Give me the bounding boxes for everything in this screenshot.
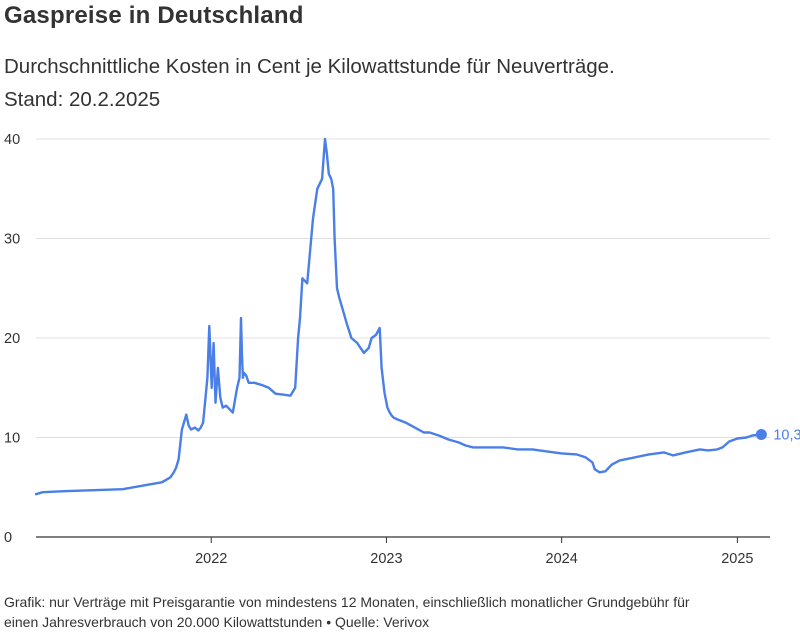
chart-subtitle: Durchschnittliche Kosten in Cent je Kilo…: [4, 50, 794, 116]
y-axis-tick-labels: 0 10 20 30 40: [4, 132, 20, 546]
chart-title: Gaspreise in Deutschland: [4, 2, 304, 29]
footnote-line-2: einen Jahresverbrauch von 20.000 Kilowat…: [4, 614, 430, 630]
line-chart: 0 10 20 30 40 2022 2023 2024 2025 10,3: [4, 132, 800, 567]
end-value-label: 10,3: [773, 428, 800, 444]
x-axis-tick-labels: 2022 2023 2024 2025: [195, 537, 753, 567]
series-line: [34, 137, 763, 496]
grid-lines: [36, 138, 770, 538]
x-tick-label: 2025: [721, 551, 753, 567]
x-tick-label: 2022: [195, 551, 227, 567]
x-tick-label: 2023: [370, 551, 402, 567]
footnote-line-1: Grafik: nur Verträge mit Preisgarantie v…: [4, 594, 690, 610]
y-tick-label: 0: [4, 530, 12, 546]
y-tick-label: 40: [4, 132, 20, 148]
x-tick-label: 2024: [546, 551, 578, 567]
chart-footnote: Grafik: nur Verträge mit Preisgarantie v…: [4, 592, 794, 632]
y-tick-label: 30: [4, 232, 20, 248]
y-tick-label: 20: [4, 331, 20, 347]
y-tick-label: 10: [4, 431, 20, 447]
subtitle-line-1: Durchschnittliche Kosten in Cent je Kilo…: [4, 55, 615, 78]
subtitle-line-2: Stand: 20.2.2025: [4, 88, 161, 111]
end-point-marker: [755, 429, 767, 441]
